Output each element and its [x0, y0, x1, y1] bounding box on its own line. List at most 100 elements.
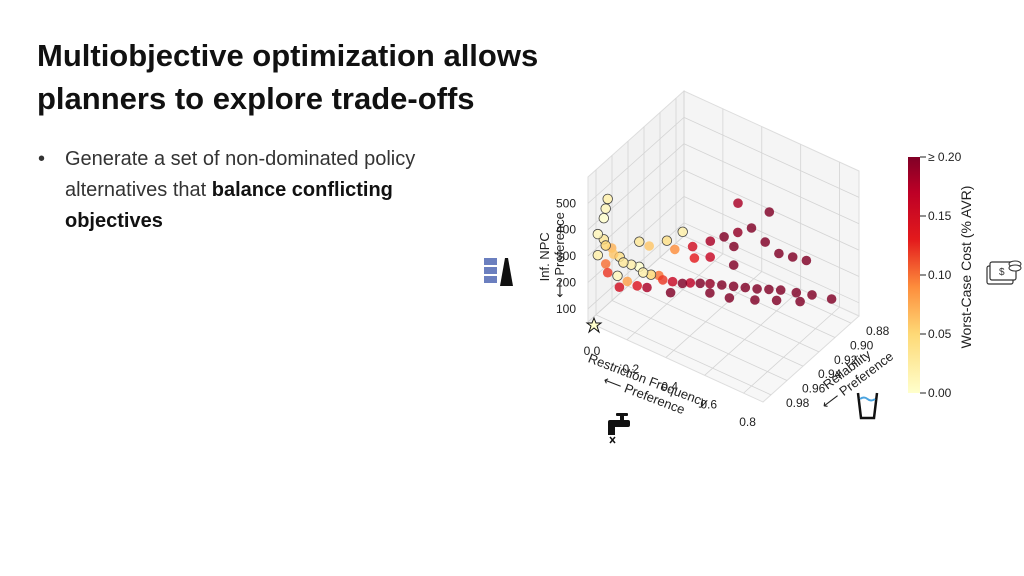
data-point [602, 193, 613, 205]
grid-line [683, 143, 860, 225]
data-point [685, 278, 696, 288]
data-point [729, 241, 739, 252]
data-point [600, 259, 611, 269]
axis-ticks: 1002003004005000.00.20.40.60.80.880.900.… [556, 196, 890, 429]
data-point [705, 236, 716, 246]
grid-line [704, 289, 801, 376]
z-tick-label: 400 [556, 223, 576, 237]
svg-text:$: $ [999, 267, 1005, 278]
x-tick-label: 0.6 [700, 397, 717, 411]
data-point [826, 294, 837, 304]
data-point [644, 241, 654, 251]
colorbar-ticks: 0.00 0.05 0.10 0.15 ≥ 0.20 [920, 150, 962, 400]
money-stack-icon: $ [986, 260, 1022, 285]
colorbar-label: Worst-Case Cost (% AVR) [958, 186, 974, 349]
data-point [600, 203, 611, 214]
data-point [622, 276, 633, 287]
grid-line [683, 222, 860, 304]
data-point [658, 275, 668, 285]
data-point [791, 287, 802, 298]
z-tick-label: 300 [556, 249, 576, 263]
y-tick-label: 0.98 [786, 396, 810, 410]
colorbar-tick-label: 0.00 [928, 386, 952, 400]
data-point [602, 267, 613, 278]
water-glass-icon [856, 392, 879, 420]
data-point [614, 282, 625, 293]
data-point [760, 237, 770, 247]
data-point [795, 296, 805, 307]
data-point [807, 290, 817, 300]
grid-line [683, 196, 860, 277]
data-point [695, 278, 705, 289]
data-point [787, 252, 798, 262]
data-point [618, 257, 629, 268]
data-point [717, 280, 727, 290]
grid-line [627, 285, 804, 367]
colorbar-tick-label: 0.15 [928, 209, 952, 223]
bullet-list: Generate a set of non-dominated policy a… [38, 144, 438, 237]
y-tick-label: 0.92 [834, 353, 858, 367]
data-point [665, 287, 676, 298]
data-points [592, 193, 837, 307]
grid-line [587, 117, 685, 204]
data-point [752, 284, 762, 294]
bullet-text: Generate a set of non-dominated policy a… [65, 148, 416, 201]
data-point [689, 253, 700, 263]
grid-line [683, 116, 860, 198]
star-icon [585, 316, 603, 334]
grid-line [611, 300, 788, 381]
data-point [764, 284, 774, 295]
data-point [746, 223, 757, 233]
x-tick-label: 0.8 [739, 415, 756, 429]
y-tick-label: 0.90 [850, 339, 874, 353]
data-point [637, 267, 649, 278]
data-point [598, 212, 610, 224]
axes-grid [587, 91, 860, 396]
grid-line [587, 235, 685, 323]
stacked-bars-icon [484, 258, 513, 286]
colorbar-tick-label: ≥ 0.20 [928, 150, 962, 164]
colorbar-tick-label: 0.10 [928, 268, 952, 282]
data-point [728, 260, 739, 270]
colorbar [908, 157, 920, 393]
data-point [612, 270, 623, 282]
grid-line [595, 314, 772, 396]
y-tick-label: 0.94 [818, 367, 842, 381]
z-axis-label: Inf. NPC ⟵ Preference [537, 212, 567, 298]
bullet-bold-text: balance conflicting objectives [65, 179, 393, 232]
data-point [632, 281, 642, 291]
data-point [764, 207, 775, 217]
data-point [801, 255, 812, 266]
data-point [771, 295, 782, 306]
data-point [705, 278, 715, 289]
y-tick-label: 0.96 [802, 382, 826, 396]
colorbar-tick-label: 0.05 [928, 327, 952, 341]
data-point [724, 293, 735, 303]
data-point [719, 232, 729, 242]
data-point [687, 241, 698, 252]
data-point [600, 240, 611, 251]
data-point [592, 228, 604, 240]
data-point [667, 276, 678, 287]
x-tick-label: 0.2 [623, 362, 640, 376]
y-tick-label: 0.88 [866, 324, 890, 338]
water-tap-icon [608, 413, 630, 444]
data-point [733, 198, 743, 208]
data-point [740, 282, 751, 293]
page-title: Multiobjective optimization allows plann… [37, 38, 539, 116]
data-point [733, 227, 743, 238]
grid-line [626, 253, 724, 341]
data-point [634, 236, 645, 247]
data-point [677, 226, 688, 238]
data-point [775, 285, 786, 295]
grid-line [675, 242, 852, 324]
z-tick-label: 200 [556, 275, 576, 289]
data-point [677, 278, 688, 289]
grid-line [659, 257, 836, 338]
data-point [705, 252, 715, 262]
grid-line [743, 306, 840, 394]
z-tick-label: 500 [556, 196, 576, 210]
data-point [750, 295, 760, 305]
data-point [642, 282, 652, 293]
